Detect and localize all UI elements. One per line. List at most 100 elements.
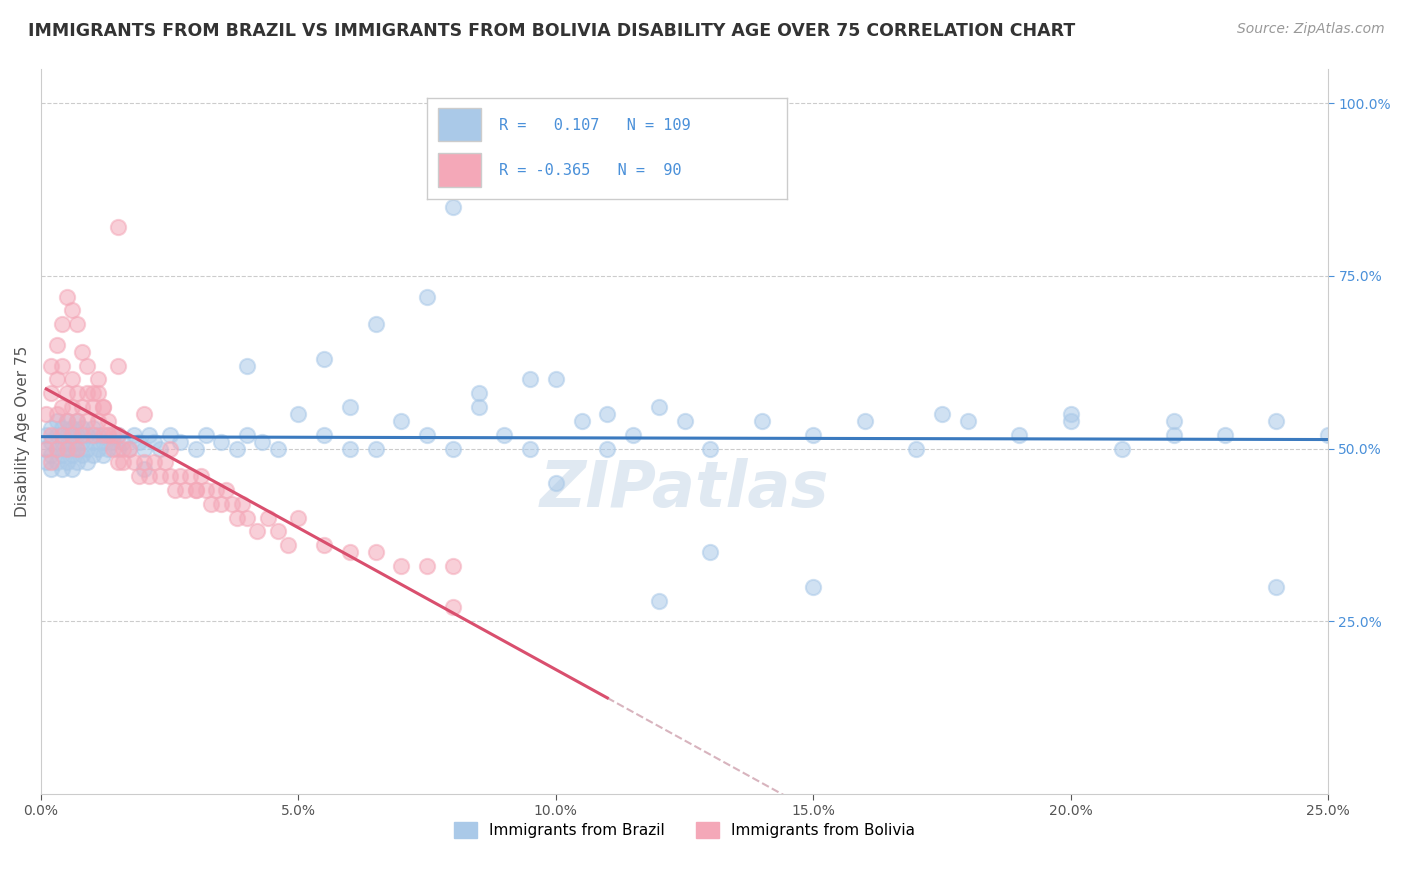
Text: IMMIGRANTS FROM BRAZIL VS IMMIGRANTS FROM BOLIVIA DISABILITY AGE OVER 75 CORRELA: IMMIGRANTS FROM BRAZIL VS IMMIGRANTS FRO…: [28, 22, 1076, 40]
Point: [87, 372, 110, 386]
Point: [35, 455, 58, 469]
Point: [72, 449, 94, 463]
Point: [225, 510, 247, 524]
Point: [101, 434, 124, 449]
Point: [72, 400, 94, 414]
Point: [364, 317, 387, 331]
Point: [41, 434, 63, 449]
Point: [112, 434, 135, 449]
Point: [41, 421, 63, 435]
Point: [107, 427, 129, 442]
Point: [60, 427, 83, 442]
Point: [339, 442, 361, 456]
Point: [596, 442, 619, 456]
Point: [246, 524, 269, 539]
Point: [519, 372, 541, 386]
Point: [45, 455, 67, 469]
Point: [143, 455, 166, 469]
Point: [41, 359, 63, 373]
Point: [231, 497, 253, 511]
Point: [51, 427, 73, 442]
Point: [571, 414, 593, 428]
Point: [153, 455, 176, 469]
Point: [56, 442, 79, 456]
Point: [194, 483, 217, 497]
Point: [148, 469, 170, 483]
Point: [931, 407, 953, 421]
Point: [56, 442, 79, 456]
Point: [72, 344, 94, 359]
Point: [60, 449, 83, 463]
Point: [132, 455, 155, 469]
Point: [159, 469, 181, 483]
Point: [60, 434, 83, 449]
Point: [72, 421, 94, 435]
Point: [277, 538, 299, 552]
Point: [35, 442, 58, 456]
Point: [97, 427, 120, 442]
Point: [82, 421, 104, 435]
Point: [51, 434, 73, 449]
Point: [82, 427, 104, 442]
Point: [101, 442, 124, 456]
Point: [76, 427, 98, 442]
Point: [148, 442, 170, 456]
Point: [76, 442, 98, 456]
Point: [1316, 427, 1339, 442]
Point: [128, 469, 150, 483]
Point: [82, 386, 104, 401]
Point: [51, 421, 73, 435]
Point: [648, 593, 671, 607]
Point: [391, 414, 413, 428]
Point: [441, 442, 464, 456]
Point: [66, 442, 89, 456]
Point: [91, 434, 114, 449]
Point: [159, 442, 181, 456]
Point: [97, 427, 120, 442]
Point: [91, 449, 114, 463]
Point: [51, 400, 73, 414]
Point: [1163, 427, 1185, 442]
Point: [101, 427, 124, 442]
Point: [699, 442, 721, 456]
Point: [1008, 427, 1031, 442]
Point: [66, 317, 89, 331]
Point: [107, 442, 129, 456]
Point: [648, 400, 671, 414]
Point: [194, 427, 217, 442]
Point: [467, 386, 489, 401]
Point: [236, 359, 259, 373]
Point: [256, 510, 278, 524]
Point: [596, 407, 619, 421]
Point: [87, 427, 110, 442]
Point: [51, 359, 73, 373]
Point: [163, 483, 186, 497]
Y-axis label: Disability Age Over 75: Disability Age Over 75: [15, 345, 30, 516]
Legend: Immigrants from Brazil, Immigrants from Bolivia: Immigrants from Brazil, Immigrants from …: [449, 816, 921, 845]
Point: [107, 359, 129, 373]
Point: [41, 455, 63, 469]
Point: [441, 559, 464, 574]
Point: [51, 462, 73, 476]
Point: [97, 414, 120, 428]
Point: [184, 483, 207, 497]
Point: [236, 510, 259, 524]
Point: [35, 407, 58, 421]
Point: [209, 497, 232, 511]
Point: [45, 372, 67, 386]
Point: [174, 483, 197, 497]
Point: [138, 469, 160, 483]
Point: [956, 414, 979, 428]
Point: [41, 386, 63, 401]
Point: [200, 497, 222, 511]
Point: [76, 359, 98, 373]
Point: [209, 434, 232, 449]
Point: [91, 400, 114, 414]
Point: [314, 351, 336, 366]
Point: [441, 600, 464, 615]
Point: [56, 414, 79, 428]
Point: [159, 427, 181, 442]
Point: [60, 462, 83, 476]
Point: [364, 545, 387, 559]
Point: [122, 427, 145, 442]
